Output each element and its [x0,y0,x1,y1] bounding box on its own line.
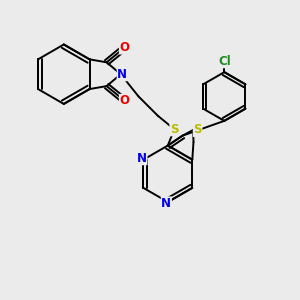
Text: Cl: Cl [218,55,231,68]
Text: N: N [137,152,147,165]
Text: S: S [170,123,178,136]
Text: N: N [117,68,127,81]
Text: O: O [119,94,130,107]
Text: S: S [193,123,202,136]
Text: N: N [161,197,171,210]
Text: O: O [119,41,130,54]
